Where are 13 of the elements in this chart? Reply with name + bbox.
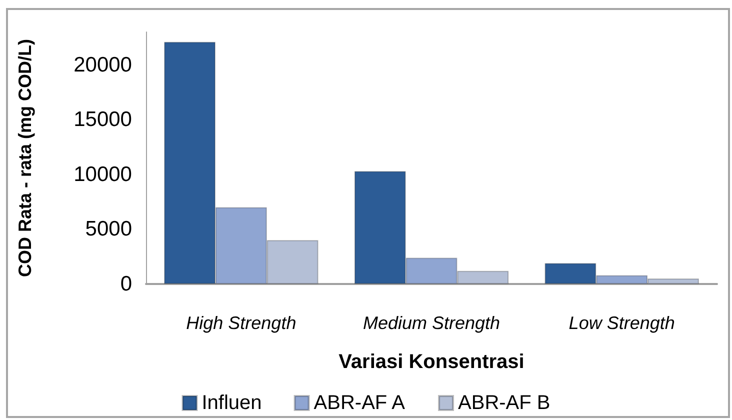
y-tick-label: 10000 xyxy=(74,162,132,186)
legend-label: Influen xyxy=(202,392,262,414)
x-tick-label: Low Strength xyxy=(568,313,675,333)
x-tick-label: High Strength xyxy=(186,313,296,333)
y-tick-label: 5000 xyxy=(85,218,132,241)
y-tick-label: 15000 xyxy=(74,108,132,132)
y-tick-label: 20000 xyxy=(74,53,132,76)
y-tick-label: 0 xyxy=(120,272,132,296)
legend-label: ABR-AF B xyxy=(458,392,550,414)
x-axis-title: Variasi Konsentrasi xyxy=(338,351,524,373)
legend-label: ABR-AF A xyxy=(314,392,406,414)
x-tick-label: Medium Strength xyxy=(362,313,500,333)
y-axis-title: COD Rata - rata (mg COD/L) xyxy=(15,38,35,278)
